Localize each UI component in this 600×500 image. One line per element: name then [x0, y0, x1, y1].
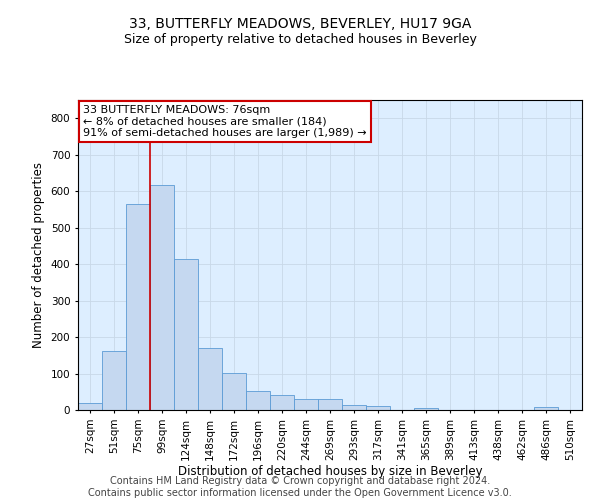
Bar	[414, 408, 438, 410]
Text: 33, BUTTERFLY MEADOWS, BEVERLEY, HU17 9GA: 33, BUTTERFLY MEADOWS, BEVERLEY, HU17 9G…	[129, 18, 471, 32]
Bar	[198, 348, 222, 410]
Bar	[318, 398, 342, 410]
Bar	[534, 407, 558, 410]
X-axis label: Distribution of detached houses by size in Beverley: Distribution of detached houses by size …	[178, 466, 482, 478]
Bar	[78, 404, 102, 410]
Bar	[222, 373, 246, 410]
Text: Contains HM Land Registry data © Crown copyright and database right 2024.
Contai: Contains HM Land Registry data © Crown c…	[88, 476, 512, 498]
Bar	[126, 204, 150, 410]
Bar	[150, 184, 174, 410]
Bar	[102, 350, 126, 410]
Bar	[270, 396, 294, 410]
Text: Size of property relative to detached houses in Beverley: Size of property relative to detached ho…	[124, 32, 476, 46]
Bar	[294, 398, 318, 410]
Bar	[246, 391, 270, 410]
Text: 33 BUTTERFLY MEADOWS: 76sqm
← 8% of detached houses are smaller (184)
91% of sem: 33 BUTTERFLY MEADOWS: 76sqm ← 8% of deta…	[83, 104, 367, 138]
Bar	[342, 406, 366, 410]
Y-axis label: Number of detached properties: Number of detached properties	[32, 162, 45, 348]
Bar	[174, 260, 198, 410]
Bar	[366, 406, 390, 410]
